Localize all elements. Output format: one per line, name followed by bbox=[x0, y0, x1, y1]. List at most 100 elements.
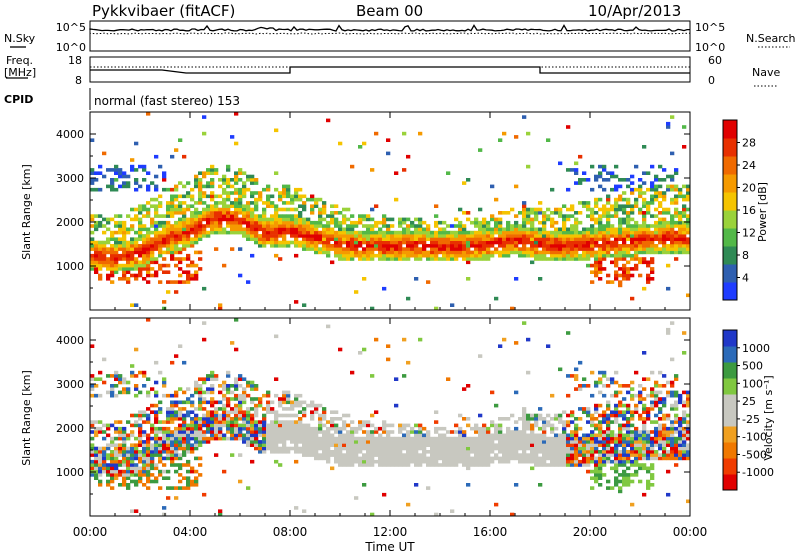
velocity-cell bbox=[446, 377, 451, 381]
velocity-cell bbox=[130, 479, 135, 484]
power-cell bbox=[570, 244, 575, 248]
power-cell bbox=[634, 164, 639, 169]
power-cell bbox=[682, 197, 687, 202]
power-cell bbox=[198, 230, 203, 235]
power-cell bbox=[462, 237, 467, 241]
power-cell bbox=[238, 178, 243, 182]
power-cell bbox=[98, 214, 103, 218]
power-cell bbox=[550, 247, 555, 251]
power-cell bbox=[154, 187, 159, 192]
power-cell bbox=[442, 240, 447, 245]
power-cell bbox=[150, 267, 155, 271]
velocity-cell bbox=[458, 459, 463, 464]
power-cell bbox=[486, 237, 491, 241]
power-cell bbox=[682, 207, 687, 212]
power-cell bbox=[634, 224, 639, 228]
velocity-cell bbox=[222, 410, 227, 414]
power-cell bbox=[182, 201, 187, 205]
power-cell bbox=[566, 253, 571, 258]
power-cell bbox=[282, 237, 287, 241]
velocity-cell bbox=[378, 426, 383, 431]
velocity-cell bbox=[646, 393, 651, 398]
power-cell bbox=[474, 217, 479, 222]
velocity-cell bbox=[562, 463, 567, 467]
velocity-cell bbox=[570, 433, 575, 438]
power-cell bbox=[278, 224, 283, 228]
power-cell bbox=[562, 250, 567, 255]
power-cell bbox=[414, 240, 419, 245]
velocity-cell bbox=[646, 413, 651, 418]
velocity-cell bbox=[614, 479, 619, 484]
power-cell bbox=[598, 250, 603, 255]
velocity-cell bbox=[150, 403, 155, 408]
power-cell bbox=[638, 227, 643, 232]
power-cell bbox=[98, 244, 103, 248]
velocity-cell bbox=[618, 403, 623, 408]
velocity-cell bbox=[322, 430, 327, 434]
velocity-cell bbox=[266, 440, 271, 444]
power-cell bbox=[398, 220, 403, 225]
power-cell bbox=[194, 220, 199, 225]
velocity-cell bbox=[214, 417, 219, 421]
power-cell bbox=[270, 240, 275, 245]
velocity-cell bbox=[274, 417, 279, 421]
velocity-cell bbox=[582, 443, 587, 447]
power-cell bbox=[438, 240, 443, 245]
velocity-cell bbox=[458, 456, 463, 461]
power-cell bbox=[474, 234, 479, 238]
cpid-mode: normal (fast stereo) 153 bbox=[94, 94, 240, 108]
power-cell bbox=[454, 234, 459, 238]
power-cell bbox=[238, 204, 243, 208]
velocity-cell bbox=[438, 443, 443, 447]
velocity-cell bbox=[618, 473, 623, 477]
power-cell bbox=[658, 204, 663, 208]
velocity-cell bbox=[614, 417, 619, 421]
power-cell bbox=[622, 220, 627, 225]
velocity-cell bbox=[506, 440, 511, 444]
velocity-cell bbox=[570, 463, 575, 467]
power-cell bbox=[258, 240, 263, 245]
power-cell bbox=[654, 178, 659, 182]
power-cell bbox=[430, 244, 435, 248]
power-cell bbox=[94, 214, 99, 218]
velocity-cell bbox=[462, 387, 467, 391]
velocity-cell bbox=[122, 436, 127, 441]
power-cell bbox=[518, 253, 523, 258]
power-cell bbox=[650, 234, 655, 238]
power-cell bbox=[414, 253, 419, 258]
velocity-cell bbox=[574, 377, 579, 381]
power-cell bbox=[250, 253, 255, 258]
velocity-cell bbox=[566, 393, 571, 398]
velocity-cell bbox=[202, 440, 207, 444]
power-cell bbox=[650, 197, 655, 202]
power-cell bbox=[674, 214, 679, 218]
velocity-cell bbox=[142, 443, 147, 447]
power-cell bbox=[538, 227, 543, 232]
power-cell bbox=[250, 237, 255, 241]
velocity-cell bbox=[170, 393, 175, 398]
velocity-cell bbox=[134, 469, 139, 474]
velocity-cell bbox=[646, 466, 651, 471]
power-cell bbox=[666, 227, 671, 232]
power-cell bbox=[458, 224, 463, 228]
velocity-cell bbox=[270, 430, 275, 434]
velocity-cell bbox=[586, 413, 591, 418]
velocity-cell bbox=[610, 377, 615, 381]
power-cell bbox=[182, 247, 187, 251]
power-cell bbox=[686, 247, 691, 251]
power-cell bbox=[586, 214, 591, 218]
velocity-cell bbox=[446, 453, 451, 457]
velocity-cell bbox=[398, 443, 403, 447]
power-cell bbox=[194, 250, 199, 255]
velocity-cell bbox=[358, 423, 363, 428]
velocity-cell bbox=[406, 443, 411, 447]
velocity-cell bbox=[286, 423, 291, 428]
velocity-cell bbox=[382, 459, 387, 464]
velocity-cell bbox=[422, 440, 427, 444]
power-cell bbox=[418, 240, 423, 245]
power-cell bbox=[230, 214, 235, 218]
velocity-cell bbox=[218, 420, 223, 424]
velocity-cell bbox=[474, 450, 479, 454]
power-cell bbox=[190, 211, 195, 215]
velocity-cell bbox=[226, 387, 231, 391]
